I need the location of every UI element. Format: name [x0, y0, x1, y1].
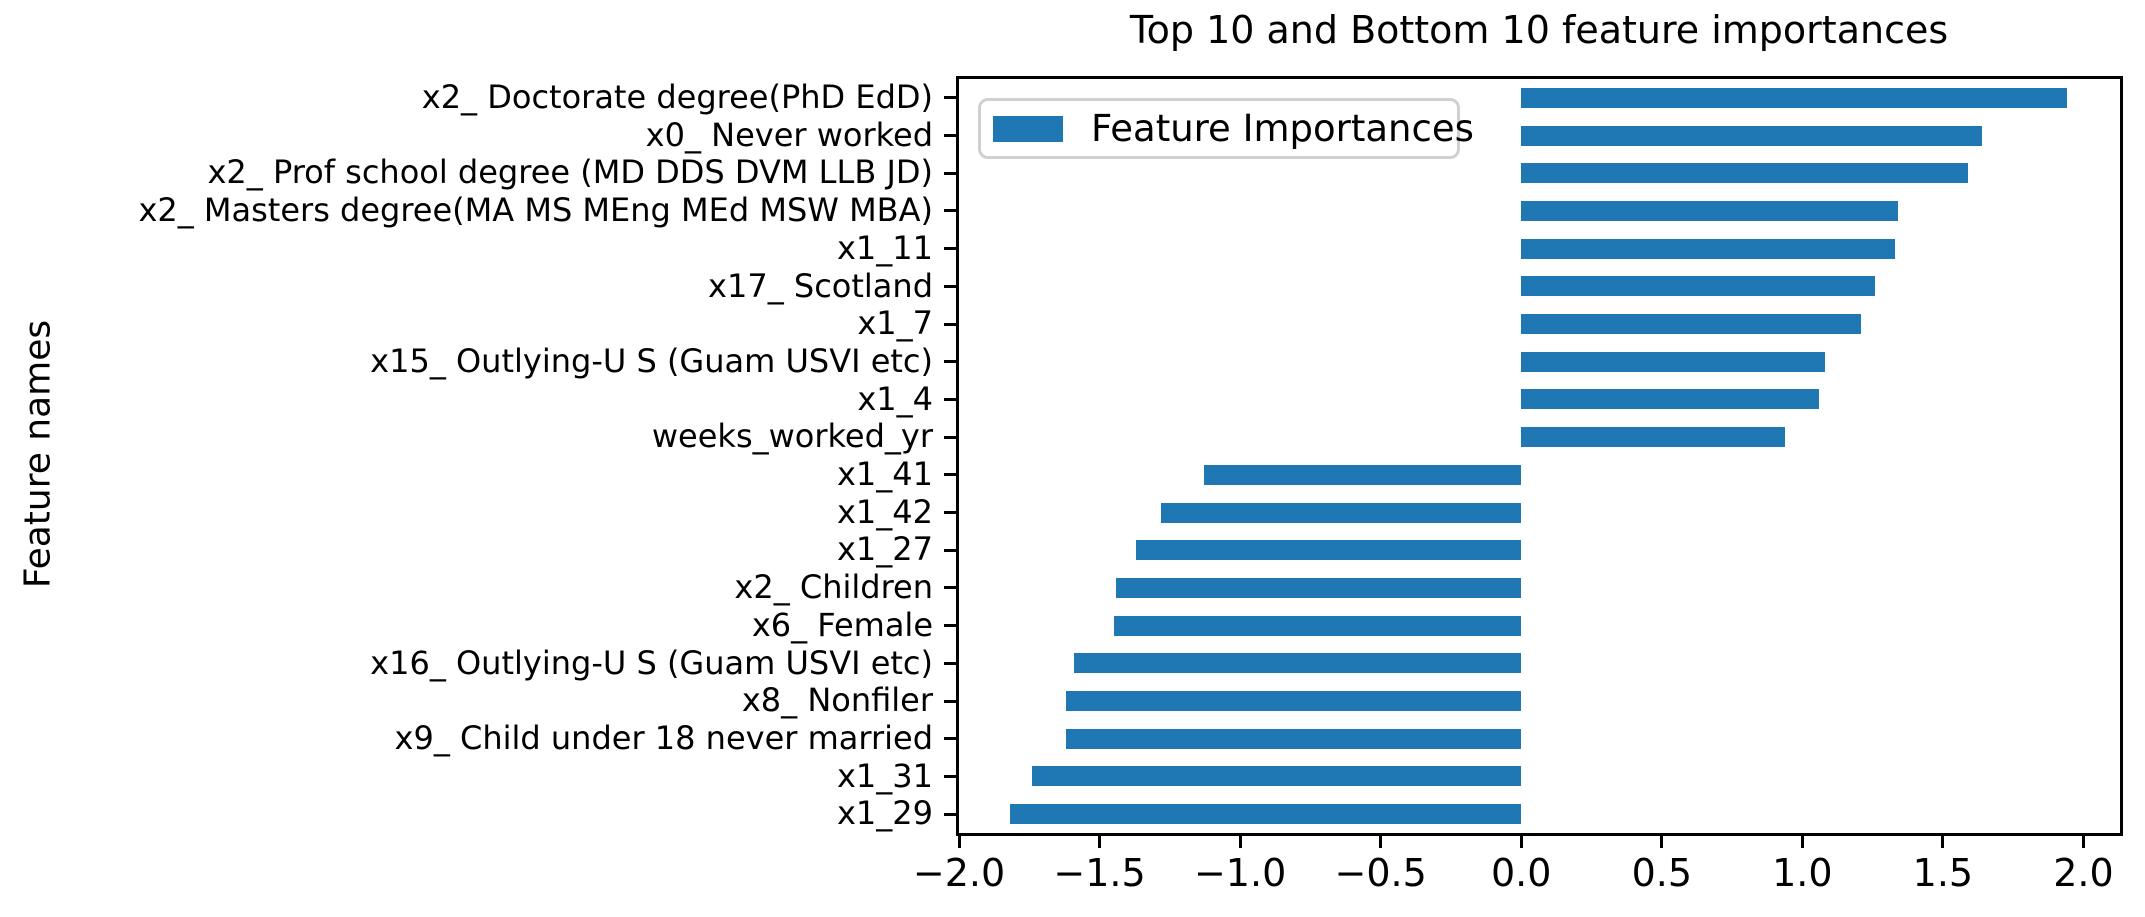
- x-tick: [1941, 833, 1945, 848]
- bar: [1065, 691, 1522, 712]
- chart-title: Top 10 and Bottom 10 feature importances: [1129, 8, 1949, 52]
- y-tick: [944, 586, 959, 590]
- x-tick-label: 2.0: [2053, 851, 2114, 895]
- y-tick-label: x2_ Children: [734, 568, 933, 607]
- y-tick-label: x15_ Outlying-U S (Guam USVI etc): [370, 341, 933, 380]
- y-tick-label: x9_ Child under 18 never married: [394, 718, 933, 757]
- y-tick: [944, 473, 959, 477]
- x-tick-label: −1.0: [1193, 851, 1287, 895]
- x-tick: [1660, 833, 1664, 848]
- x-tick: [1098, 833, 1102, 848]
- y-tick: [944, 737, 959, 741]
- y-tick-label: x1_31: [836, 756, 933, 795]
- y-tick: [944, 360, 959, 364]
- y-tick: [944, 171, 959, 175]
- bar: [1521, 163, 1969, 184]
- bar: [1521, 276, 1876, 297]
- x-tick-label: −2.0: [912, 851, 1006, 895]
- y-tick-label: x1_4: [857, 379, 933, 418]
- x-tick-label: −1.5: [1053, 851, 1146, 895]
- bar: [1161, 502, 1522, 523]
- bar: [1116, 577, 1522, 598]
- bar: [1136, 540, 1522, 561]
- bar: [1065, 728, 1522, 749]
- legend: Feature Importances: [978, 98, 1474, 159]
- x-tick-label: −0.5: [1334, 851, 1427, 895]
- bar: [1521, 389, 1820, 410]
- y-tick-label: x6_ Female: [751, 605, 933, 644]
- y-tick-label: x1_11: [836, 228, 933, 267]
- y-tick: [944, 548, 959, 552]
- y-tick-label: x8_ Nonfiler: [741, 681, 933, 720]
- x-tick: [1519, 833, 1523, 848]
- bar: [1032, 766, 1522, 787]
- y-tick: [944, 96, 959, 100]
- y-tick: [944, 284, 959, 288]
- y-tick-label: x2_ Doctorate degree(PhD EdD): [421, 78, 933, 116]
- bar: [1113, 615, 1522, 636]
- bar: [1521, 351, 1825, 372]
- bar: [1074, 653, 1522, 674]
- y-tick-label: x2_ Prof school degree (MD DDS DVM LLB J…: [207, 153, 933, 192]
- y-tick-label: x1_7: [857, 304, 933, 343]
- x-tick: [2081, 833, 2085, 848]
- x-tick-label: 1.0: [1772, 851, 1833, 895]
- x-tick-label: 0.0: [1491, 851, 1552, 895]
- x-tick: [1238, 833, 1242, 848]
- x-tick: [1800, 833, 1804, 848]
- x-tick: [1379, 833, 1383, 848]
- y-tick: [944, 134, 959, 138]
- bar: [1521, 238, 1896, 259]
- plot-area: [956, 76, 2123, 836]
- y-tick-label: x17_ Scotland: [708, 266, 933, 305]
- y-tick: [944, 661, 959, 665]
- x-tick-label: 1.5: [1912, 851, 1974, 895]
- y-tick: [944, 511, 959, 515]
- y-tick-label: x1_29: [836, 794, 933, 833]
- y-tick-label: x1_42: [836, 492, 933, 531]
- y-tick-label: x1_41: [836, 455, 933, 493]
- y-tick: [944, 247, 959, 251]
- bar: [1521, 200, 1898, 221]
- y-tick-label: x0_ Never worked: [645, 115, 933, 154]
- bar: [1521, 314, 1862, 335]
- y-tick-label: x2_ Masters degree(MA MS MEng MEd MSW MB…: [138, 191, 933, 230]
- y-tick-label: x16_ Outlying-U S (Guam USVI etc): [370, 643, 933, 682]
- bar: [1521, 427, 1786, 448]
- legend-label: Feature Importances: [1091, 107, 1474, 150]
- bar: [1521, 125, 1983, 146]
- legend-swatch: [993, 115, 1063, 142]
- y-tick: [944, 435, 959, 439]
- x-tick: [957, 833, 961, 848]
- y-tick: [944, 699, 959, 703]
- bar: [1009, 804, 1522, 825]
- x-tick-label: 0.5: [1631, 851, 1692, 895]
- y-tick: [944, 209, 959, 213]
- y-tick: [944, 774, 959, 778]
- bar: [1521, 87, 2067, 108]
- y-tick: [944, 397, 959, 401]
- y-tick: [944, 322, 959, 326]
- y-tick-label: weeks_worked_yr: [651, 417, 933, 456]
- y-tick: [944, 624, 959, 628]
- y-tick: [944, 812, 959, 816]
- bar: [1203, 464, 1522, 485]
- y-tick-label: x1_27: [836, 530, 933, 569]
